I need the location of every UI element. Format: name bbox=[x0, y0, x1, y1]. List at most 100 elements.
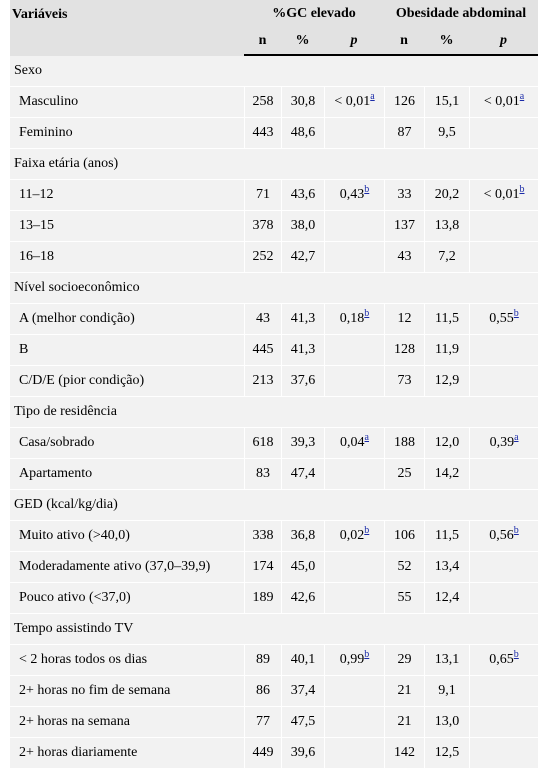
abd-n-cell: 29 bbox=[384, 645, 425, 676]
gc-n-cell: 89 bbox=[244, 645, 281, 676]
gc-p-cell: 0,04a bbox=[324, 428, 385, 459]
footnote-link[interactable]: b bbox=[364, 649, 370, 661]
gc-pct-cell: 43,6 bbox=[281, 180, 324, 211]
gc-n-cell: 449 bbox=[244, 738, 281, 769]
gc-n-cell: 443 bbox=[244, 118, 281, 149]
section-title: GED (kcal/kg/dia) bbox=[10, 490, 539, 521]
abd-pct-cell: 13,8 bbox=[424, 211, 470, 242]
row-label: 2+ horas diariamente bbox=[10, 738, 244, 769]
gc-n-cell: 258 bbox=[244, 87, 281, 118]
footnote-link[interactable]: b bbox=[513, 525, 519, 537]
abd-pct-cell: 13,0 bbox=[424, 707, 470, 738]
gc-pct-cell: 42,7 bbox=[281, 242, 324, 273]
abd-n-cell: 87 bbox=[384, 118, 425, 149]
section-header-row: GED (kcal/kg/dia) bbox=[10, 490, 539, 521]
gc-p-cell: 0,18b bbox=[324, 304, 385, 335]
footnote-link[interactable]: b bbox=[364, 184, 370, 196]
row-label: Apartamento bbox=[10, 459, 244, 490]
header-gc-elevado: %GC elevado bbox=[244, 0, 385, 28]
gc-p-cell: 0,02b bbox=[324, 521, 385, 552]
table-row: Muito ativo (>40,0) 338 36,8 0,02b 106 11,5 0,… bbox=[10, 521, 539, 552]
abd-p-cell bbox=[469, 211, 539, 242]
gc-p-cell bbox=[324, 459, 385, 490]
gc-pct-cell: 37,6 bbox=[281, 366, 324, 397]
footnote-link[interactable]: a bbox=[370, 91, 375, 103]
gc-n-cell: 43 bbox=[244, 304, 281, 335]
table-row: 11–12 71 43,6 0,43b 33 20,2 < 0,01b bbox=[10, 180, 539, 211]
abd-n-cell: 137 bbox=[384, 211, 425, 242]
abd-pct-cell: 12,5 bbox=[424, 738, 470, 769]
p-value: < 0,01 bbox=[334, 94, 371, 109]
abd-pct-cell: 7,2 bbox=[424, 242, 470, 273]
p-value: < 0,01 bbox=[483, 94, 520, 109]
row-label: 2+ horas na semana bbox=[10, 707, 244, 738]
table-row: B 445 41,3 128 11,9 bbox=[10, 335, 539, 366]
gc-n-cell: 174 bbox=[244, 552, 281, 583]
data-table: Variáveis %GC elevado Obesidade abdomina… bbox=[10, 0, 539, 769]
header-p-1: p bbox=[324, 28, 385, 56]
p-value: < 0,01 bbox=[483, 187, 520, 202]
abd-pct-cell: 14,2 bbox=[424, 459, 470, 490]
table-row: Apartamento 83 47,4 25 14,2 bbox=[10, 459, 539, 490]
table-row: < 2 horas todos os dias 89 40,1 0,99b 29 13,1… bbox=[10, 645, 539, 676]
row-label: Pouco ativo (<37,0) bbox=[10, 583, 244, 614]
abd-pct-cell: 13,4 bbox=[424, 552, 470, 583]
row-label: 16–18 bbox=[10, 242, 244, 273]
abd-p-cell bbox=[469, 242, 539, 273]
abd-p-cell bbox=[469, 738, 539, 769]
footnote-link[interactable]: a bbox=[519, 91, 525, 103]
gc-p-cell bbox=[324, 211, 385, 242]
gc-p-cell bbox=[324, 552, 385, 583]
row-label: A (melhor condição) bbox=[10, 304, 244, 335]
p-value: 0,39 bbox=[489, 435, 515, 450]
gc-pct-cell: 41,3 bbox=[281, 304, 324, 335]
abd-p-cell: < 0,01b bbox=[469, 180, 539, 211]
footnote-link[interactable]: b bbox=[364, 525, 370, 537]
gc-n-cell: 378 bbox=[244, 211, 281, 242]
header-p-2: p bbox=[469, 28, 539, 56]
gc-p-cell bbox=[324, 242, 385, 273]
gc-p-cell bbox=[324, 366, 385, 397]
p-value: 0,04 bbox=[340, 435, 365, 450]
gc-n-cell: 83 bbox=[244, 459, 281, 490]
p-value: 0,65 bbox=[489, 652, 514, 667]
abd-n-cell: 142 bbox=[384, 738, 425, 769]
abd-n-cell: 43 bbox=[384, 242, 425, 273]
p-value: 0,02 bbox=[339, 528, 365, 543]
abd-p-cell bbox=[469, 335, 539, 366]
gc-n-cell: 618 bbox=[244, 428, 281, 459]
abd-pct-cell: 13,1 bbox=[424, 645, 470, 676]
abd-n-cell: 55 bbox=[384, 583, 425, 614]
footnote-link[interactable]: b bbox=[364, 308, 370, 320]
gc-pct-cell: 42,6 bbox=[281, 583, 324, 614]
row-label: Muito ativo (>40,0) bbox=[10, 521, 244, 552]
abd-p-cell: 0,56b bbox=[469, 521, 539, 552]
footnote-link[interactable]: b bbox=[513, 308, 519, 320]
row-label: Masculino bbox=[10, 87, 244, 118]
footnote-link[interactable]: a bbox=[514, 432, 519, 444]
gc-pct-cell: 36,8 bbox=[281, 521, 324, 552]
row-label: 13–15 bbox=[10, 211, 244, 242]
gc-p-cell bbox=[324, 583, 385, 614]
section-title: Sexo bbox=[10, 56, 539, 87]
abd-n-cell: 52 bbox=[384, 552, 425, 583]
abd-n-cell: 106 bbox=[384, 521, 425, 552]
row-label: 11–12 bbox=[10, 180, 244, 211]
abd-pct-cell: 12,4 bbox=[424, 583, 470, 614]
footnote-link[interactable]: b bbox=[519, 184, 525, 196]
p-value: 0,18 bbox=[339, 311, 365, 326]
footnote-link[interactable]: b bbox=[513, 649, 519, 661]
table-row: 2+ horas no fim de semana 86 37,4 21 9,1 bbox=[10, 676, 539, 707]
abd-p-cell bbox=[469, 583, 539, 614]
table-row: C/D/E (pior condição) 213 37,6 73 12,9 bbox=[10, 366, 539, 397]
gc-n-cell: 77 bbox=[244, 707, 281, 738]
footnote-link[interactable]: a bbox=[364, 432, 369, 444]
table-body: Sexo Masculino 258 30,8 < 0,01a 126 15,1 < 0,01… bbox=[10, 56, 539, 769]
abd-p-cell: < 0,01a bbox=[469, 87, 539, 118]
section-header-row: Sexo bbox=[10, 56, 539, 87]
gc-pct-cell: 47,4 bbox=[281, 459, 324, 490]
gc-pct-cell: 41,3 bbox=[281, 335, 324, 366]
abd-p-cell bbox=[469, 366, 539, 397]
abd-p-cell bbox=[469, 459, 539, 490]
abd-n-cell: 33 bbox=[384, 180, 425, 211]
